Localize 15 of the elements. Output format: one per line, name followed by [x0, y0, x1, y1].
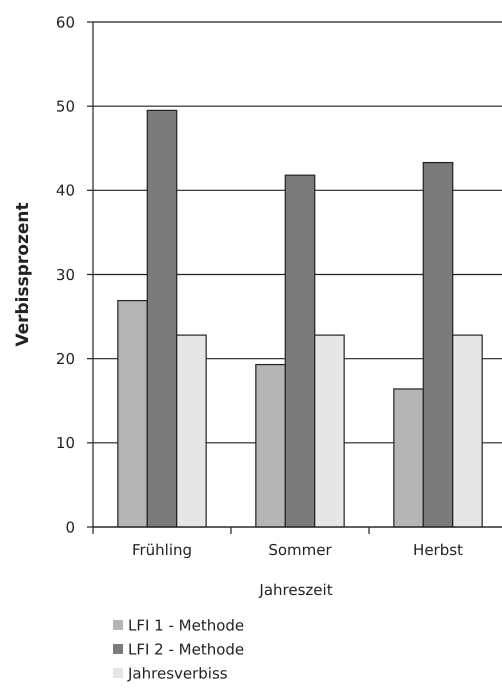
y-tick-label: 40 — [56, 182, 75, 200]
y-tick-label: 60 — [56, 13, 75, 32]
x-tick-label: Sommer — [268, 541, 332, 559]
legend-label: LFI 1 - Methode — [128, 616, 244, 634]
x-axis-title: Jahreszeit — [258, 581, 333, 599]
y-tick-label: 30 — [56, 266, 75, 284]
legend-label: LFI 2 - Methode — [128, 640, 244, 658]
y-axis-title: Verbissprozent — [13, 202, 33, 347]
y-tick-label: 10 — [56, 434, 75, 452]
x-tick-label: Frühling — [132, 541, 192, 559]
x-tick-label: Herbst — [413, 541, 464, 559]
y-tick-label: 0 — [65, 518, 75, 536]
y-tick-label: 50 — [56, 97, 75, 116]
y-tick-label: 20 — [56, 350, 75, 368]
legend-label: Jahresverbiss — [127, 664, 228, 682]
